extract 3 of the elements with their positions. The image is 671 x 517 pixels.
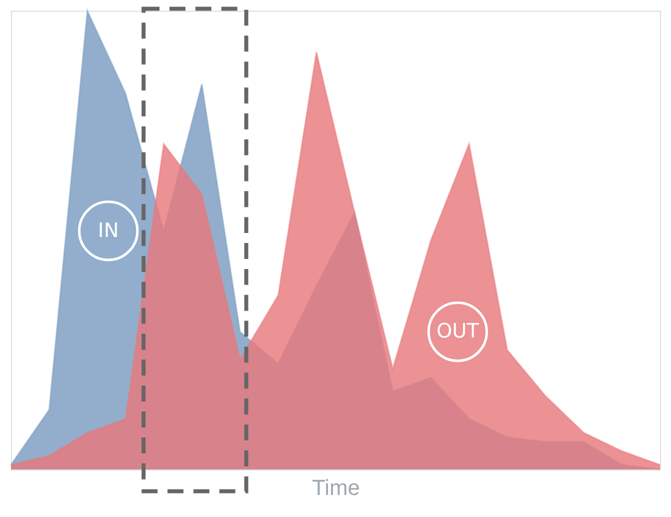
x-axis-title: Time (312, 474, 360, 500)
series-label: IN (98, 218, 119, 242)
series-label: OUT (436, 318, 480, 343)
